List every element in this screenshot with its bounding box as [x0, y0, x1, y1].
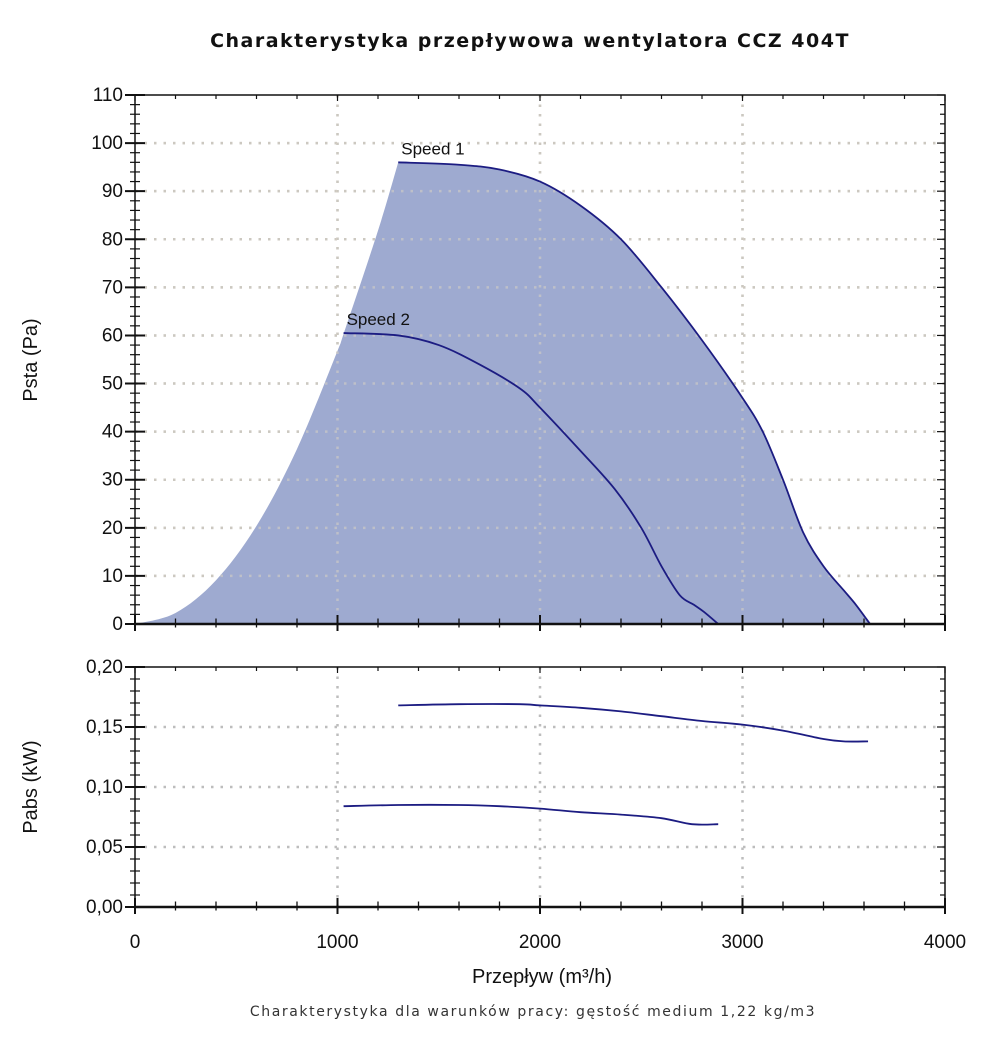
series-label-speed-2: Speed 2 — [347, 310, 410, 329]
y-tick-label: 30 — [102, 470, 123, 491]
power-plot: 0,00 0,05 0,10 0,15 0,20 0 1000 2000 3000 4000 — [86, 657, 966, 953]
y-tick-label: 40 — [102, 422, 123, 443]
y-tick-label: 10 — [102, 566, 123, 587]
y-tick-label: 0 — [112, 614, 123, 635]
y-tick-label: 50 — [102, 374, 123, 395]
y-tick-label: 110 — [93, 85, 123, 106]
y-tick-label: 0,05 — [86, 837, 123, 858]
footer-note: Charakterystyka dla warunków pracy: gęst… — [250, 1004, 816, 1020]
x-tick-label: 1000 — [316, 932, 358, 953]
y-tick-label: 100 — [91, 133, 123, 154]
x-axis-label: Przepływ (m³/h) — [472, 966, 612, 988]
operating-area-fill — [135, 162, 871, 624]
pressure-plot: Speed 1 Speed 2 0 10 20 30 40 50 60 70 80 90 100 110 — [91, 85, 946, 635]
power-curve-1 — [398, 703, 869, 743]
y-tick-label: 80 — [102, 229, 123, 250]
y-axis-label-power: Pabs (kW) — [20, 740, 42, 833]
x-tick-label: 0 — [130, 932, 141, 953]
pressure-curve-1 — [398, 161, 871, 625]
y-tick-label: 0,10 — [86, 777, 123, 798]
pressure-curve-2 — [343, 332, 719, 625]
y-axis-label-pressure: Psta (Pa) — [20, 318, 42, 401]
x-tick-label: 4000 — [924, 932, 966, 953]
x-tick-label: 3000 — [721, 932, 763, 953]
power-curve-2 — [343, 803, 719, 826]
y-tick-label: 90 — [102, 181, 123, 202]
series-label-speed-1: Speed 1 — [401, 139, 464, 158]
y-tick-label: 20 — [102, 518, 123, 539]
y-tick-label: 70 — [102, 277, 123, 298]
y-tick-label: 0,20 — [86, 657, 123, 678]
chart-title: Charakterystyka przepływowa wentylatora … — [210, 30, 850, 52]
y-tick-label: 60 — [102, 325, 123, 346]
plot-frame — [134, 666, 946, 908]
y-tick-label: 0,00 — [86, 897, 123, 918]
x-tick-label: 2000 — [519, 932, 561, 953]
y-tick-label: 0,15 — [86, 717, 123, 738]
